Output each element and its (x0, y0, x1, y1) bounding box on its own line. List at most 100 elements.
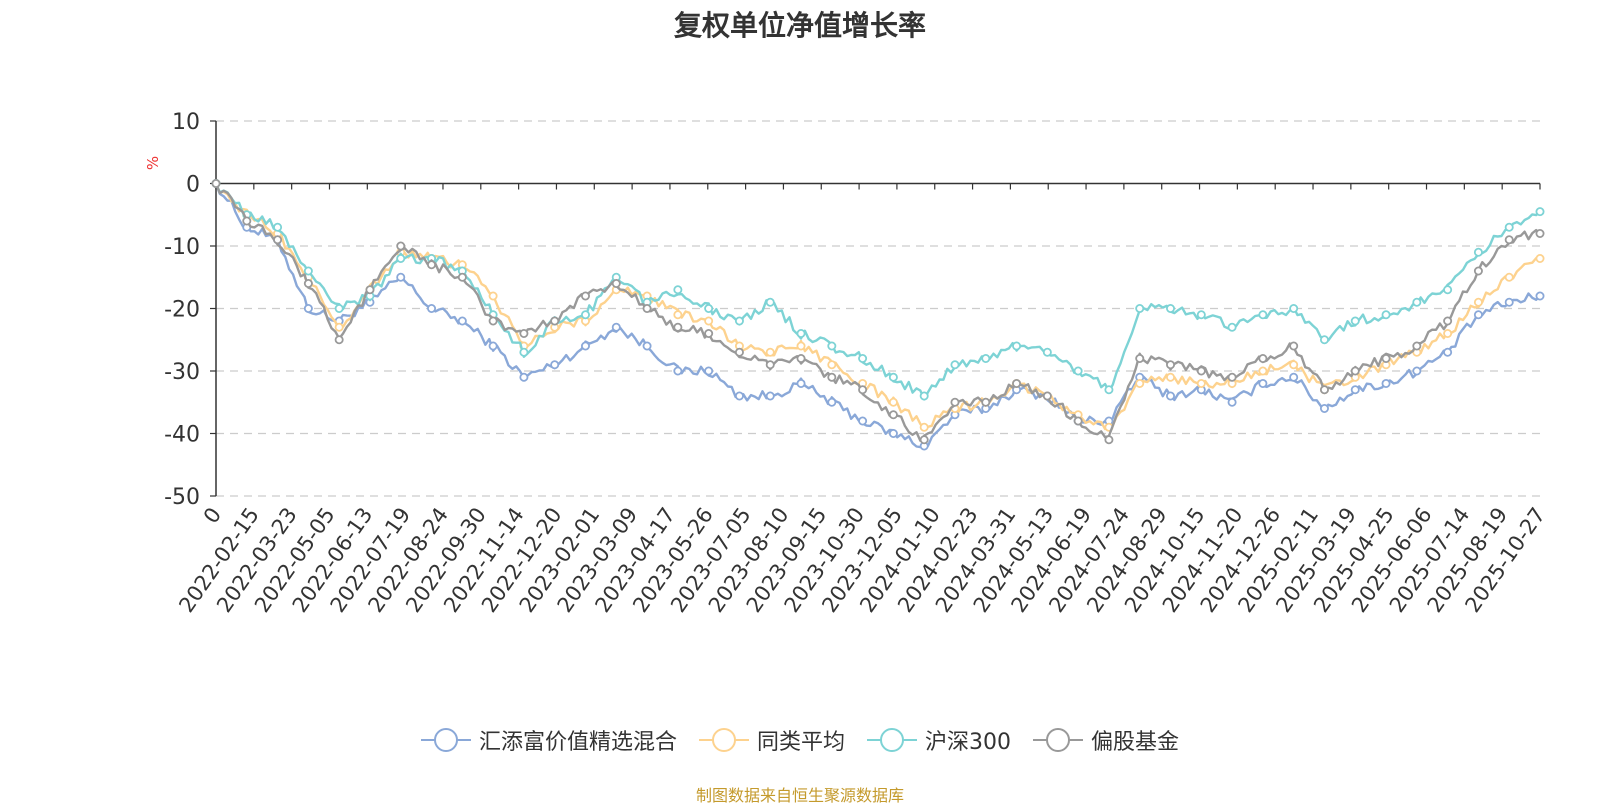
data-point[interactable] (950, 397, 960, 407)
data-point[interactable] (673, 285, 683, 295)
data-point[interactable] (1135, 303, 1145, 313)
data-point[interactable] (1227, 397, 1237, 407)
data-point[interactable] (1412, 297, 1422, 307)
data-point[interactable] (1196, 310, 1206, 320)
data-point[interactable] (796, 328, 806, 338)
data-point[interactable] (1135, 353, 1145, 363)
data-point[interactable] (1319, 403, 1329, 413)
data-point[interactable] (365, 285, 375, 295)
data-point[interactable] (888, 410, 898, 420)
data-point[interactable] (1443, 328, 1453, 338)
data-point[interactable] (1319, 335, 1329, 345)
data-point[interactable] (1443, 285, 1453, 295)
data-point[interactable] (580, 291, 590, 301)
data-point[interactable] (1227, 322, 1237, 332)
data-point[interactable] (1473, 247, 1483, 257)
data-point[interactable] (704, 316, 714, 326)
data-point[interactable] (1412, 341, 1422, 351)
data-point[interactable] (888, 372, 898, 382)
data-point[interactable] (1258, 366, 1268, 376)
data-point[interactable] (488, 316, 498, 326)
data-point[interactable] (303, 303, 313, 313)
data-point[interactable] (673, 322, 683, 332)
data-point[interactable] (273, 222, 283, 232)
data-point[interactable] (457, 272, 467, 282)
data-point[interactable] (611, 278, 621, 288)
data-point[interactable] (1504, 297, 1514, 307)
data-point[interactable] (1012, 341, 1022, 351)
data-point[interactable] (673, 366, 683, 376)
data-point[interactable] (242, 216, 252, 226)
data-point[interactable] (1104, 385, 1114, 395)
data-point[interactable] (334, 322, 344, 332)
data-point[interactable] (396, 253, 406, 263)
data-point[interactable] (1504, 222, 1514, 232)
data-point[interactable] (1227, 372, 1237, 382)
data-point[interactable] (1381, 353, 1391, 363)
data-point[interactable] (919, 391, 929, 401)
data-point[interactable] (950, 360, 960, 370)
legend-item[interactable]: 偏股基金 (1033, 724, 1179, 756)
data-point[interactable] (580, 341, 590, 351)
data-point[interactable] (888, 428, 898, 438)
data-point[interactable] (303, 266, 313, 276)
data-point[interactable] (550, 360, 560, 370)
data-point[interactable] (734, 391, 744, 401)
data-point[interactable] (704, 366, 714, 376)
data-point[interactable] (457, 316, 467, 326)
data-point[interactable] (796, 353, 806, 363)
data-point[interactable] (334, 303, 344, 313)
data-point[interactable] (519, 347, 529, 357)
data-point[interactable] (1443, 347, 1453, 357)
data-point[interactable] (1258, 378, 1268, 388)
data-point[interactable] (673, 310, 683, 320)
data-point[interactable] (1412, 366, 1422, 376)
data-point[interactable] (1535, 253, 1545, 263)
data-point[interactable] (858, 385, 868, 395)
data-point[interactable] (396, 272, 406, 282)
data-point[interactable] (611, 322, 621, 332)
data-point[interactable] (1042, 347, 1052, 357)
data-point[interactable] (1443, 316, 1453, 326)
data-point[interactable] (519, 328, 529, 338)
data-point[interactable] (334, 335, 344, 345)
data-point[interactable] (1289, 303, 1299, 313)
data-point[interactable] (1135, 378, 1145, 388)
data-point[interactable] (765, 360, 775, 370)
data-point[interactable] (1196, 366, 1206, 376)
data-point[interactable] (919, 435, 929, 445)
data-point[interactable] (1073, 366, 1083, 376)
data-point[interactable] (1381, 378, 1391, 388)
data-point[interactable] (273, 235, 283, 245)
data-point[interactable] (303, 278, 313, 288)
data-point[interactable] (1104, 435, 1114, 445)
data-point[interactable] (1258, 353, 1268, 363)
data-point[interactable] (765, 347, 775, 357)
data-point[interactable] (981, 353, 991, 363)
data-point[interactable] (1012, 378, 1022, 388)
data-point[interactable] (1504, 235, 1514, 245)
data-point[interactable] (765, 297, 775, 307)
data-point[interactable] (888, 397, 898, 407)
data-point[interactable] (796, 341, 806, 351)
data-point[interactable] (827, 372, 837, 382)
data-point[interactable] (1350, 316, 1360, 326)
data-point[interactable] (1535, 207, 1545, 217)
data-point[interactable] (1166, 391, 1176, 401)
data-point[interactable] (796, 378, 806, 388)
data-point[interactable] (1350, 385, 1360, 395)
data-point[interactable] (827, 397, 837, 407)
data-point[interactable] (488, 291, 498, 301)
data-point[interactable] (1042, 391, 1052, 401)
data-point[interactable] (1166, 303, 1176, 313)
data-point[interactable] (1381, 310, 1391, 320)
data-point[interactable] (734, 347, 744, 357)
data-point[interactable] (1504, 272, 1514, 282)
data-point[interactable] (1350, 366, 1360, 376)
data-point[interactable] (1319, 385, 1329, 395)
data-point[interactable] (1166, 372, 1176, 382)
data-point[interactable] (550, 316, 560, 326)
data-point[interactable] (1473, 310, 1483, 320)
data-point[interactable] (1473, 266, 1483, 276)
data-point[interactable] (1535, 228, 1545, 238)
